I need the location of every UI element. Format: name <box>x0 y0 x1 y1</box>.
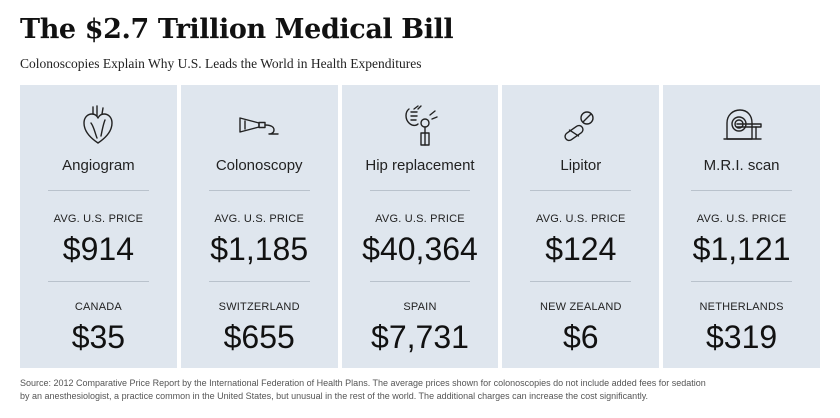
us-price-value: $1,185 <box>210 231 309 267</box>
divider <box>48 281 149 282</box>
us-price-value: $1,121 <box>692 231 791 267</box>
divider <box>208 190 310 191</box>
us-price-value: $914 <box>62 231 134 267</box>
divider <box>530 281 632 282</box>
procedure-name: Colonoscopy <box>215 157 303 174</box>
procedure-card-angiogram: Angiogram AVG. U.S. PRICE $914 CANADA $3… <box>20 85 177 368</box>
country-label: SWITZERLAND <box>218 301 300 313</box>
us-price-value: $40,364 <box>362 231 478 267</box>
page-title: The $2.7 Trillion Medical Bill <box>20 14 454 45</box>
procedure-card-mri-scan: M.R.I. scan AVG. U.S. PRICE $1,121 NETHE… <box>663 85 820 368</box>
divider <box>691 190 792 191</box>
country-label: CANADA <box>74 301 122 313</box>
pills-icon <box>502 103 659 149</box>
procedure-card-lipitor: Lipitor AVG. U.S. PRICE $124 NEW ZEALAND… <box>502 85 660 368</box>
divider <box>691 281 792 282</box>
procedure-name: Angiogram <box>62 157 135 174</box>
colonoscope-icon <box>181 103 338 149</box>
us-price-label: AVG. U.S. PRICE <box>214 213 304 225</box>
us-price-value: $124 <box>545 231 617 267</box>
country-label: NETHERLANDS <box>699 301 784 313</box>
divider <box>208 281 310 282</box>
source-note: Source: 2012 Comparative Price Report by… <box>20 377 820 403</box>
price-comparison-panel: Angiogram AVG. U.S. PRICE $914 CANADA $3… <box>20 85 820 368</box>
procedure-card-colonoscopy: Colonoscopy AVG. U.S. PRICE $1,185 SWITZ… <box>180 85 338 368</box>
country-label: SPAIN <box>403 301 437 313</box>
country-price-value: $6 <box>562 319 599 355</box>
country-price-value: $655 <box>223 319 295 355</box>
divider <box>369 281 471 282</box>
procedure-name: Hip replacement <box>365 157 475 174</box>
procedure-name: Lipitor <box>560 157 602 174</box>
procedure-name: M.R.I. scan <box>703 157 780 174</box>
mri-scanner-icon <box>663 103 820 149</box>
country-price-value: $7,731 <box>371 319 469 355</box>
country-label: NEW ZEALAND <box>539 301 622 313</box>
source-note-line: by an anesthesiologist, a practice commo… <box>20 391 649 401</box>
us-price-label: AVG. U.S. PRICE <box>53 213 144 225</box>
us-price-label: AVG. U.S. PRICE <box>696 213 787 225</box>
procedure-card-hip-replacement: Hip replacement AVG. U.S. PRICE $40,364 … <box>341 85 499 368</box>
heart-icon <box>20 103 177 149</box>
source-note-line: Source: 2012 Comparative Price Report by… <box>20 378 706 388</box>
hip-joint-icon <box>342 103 499 149</box>
us-price-label: AVG. U.S. PRICE <box>535 213 626 225</box>
page-subtitle: Colonoscopies Explain Why U.S. Leads the… <box>20 56 422 71</box>
divider <box>530 190 632 191</box>
country-price-value: $319 <box>705 319 778 355</box>
divider <box>48 190 149 191</box>
divider <box>369 190 471 191</box>
us-price-label: AVG. U.S. PRICE <box>375 213 465 225</box>
country-price-value: $35 <box>71 319 126 355</box>
